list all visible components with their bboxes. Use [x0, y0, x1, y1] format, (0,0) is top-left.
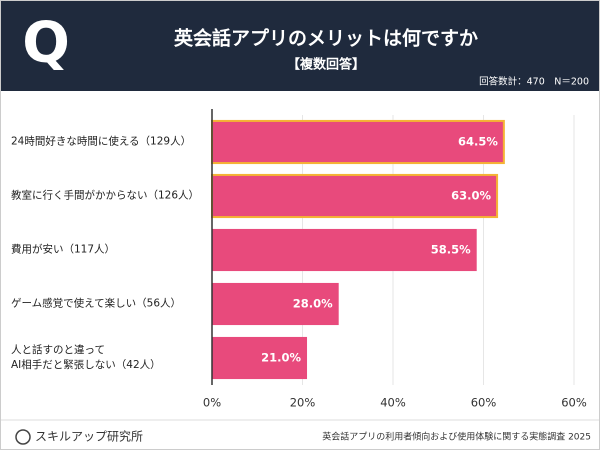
value-label: 58.5% — [431, 243, 471, 257]
x-tick-label: 0% — [203, 396, 221, 410]
category-label: 人と話すのと違って AI相手だと緊張しない（42人） — [11, 344, 161, 371]
footer-icon — [15, 429, 31, 445]
x-tick-label: 20% — [290, 396, 316, 410]
logo: Q — [22, 11, 70, 76]
footer-source: 英会話アプリの利用者傾向および使用体験に関する実態調査 2025 — [322, 431, 591, 443]
value-label: 21.0% — [261, 351, 301, 365]
bar — [211, 119, 505, 165]
bar — [212, 336, 308, 380]
category-label: 24時間好きな時間に使える（129人） — [11, 135, 192, 148]
note: 回答数計：470 N＝200 — [479, 76, 589, 88]
value-label: 28.0% — [293, 297, 333, 311]
x-tick-label: 40% — [380, 396, 406, 410]
header-band — [1, 1, 599, 91]
value-label: 64.5% — [458, 135, 498, 149]
bar — [212, 282, 339, 326]
x-tick-label: 60% — [471, 396, 497, 410]
category-label: ゲーム感覚で使えて楽しい（56人） — [11, 297, 182, 310]
category-label: 教室に行く手間がかからない（126人） — [11, 189, 200, 202]
title: 英会話アプリのメリットは何ですか — [174, 27, 478, 50]
category-label: 費用が安い（117人） — [11, 243, 116, 256]
footer-brand: スキルアップ研究所 — [35, 429, 143, 444]
x-tick-label: 60% — [561, 396, 587, 410]
bar — [212, 228, 477, 272]
value-label: 63.0% — [451, 189, 491, 203]
subtitle: 【複数回答】 — [287, 57, 365, 73]
